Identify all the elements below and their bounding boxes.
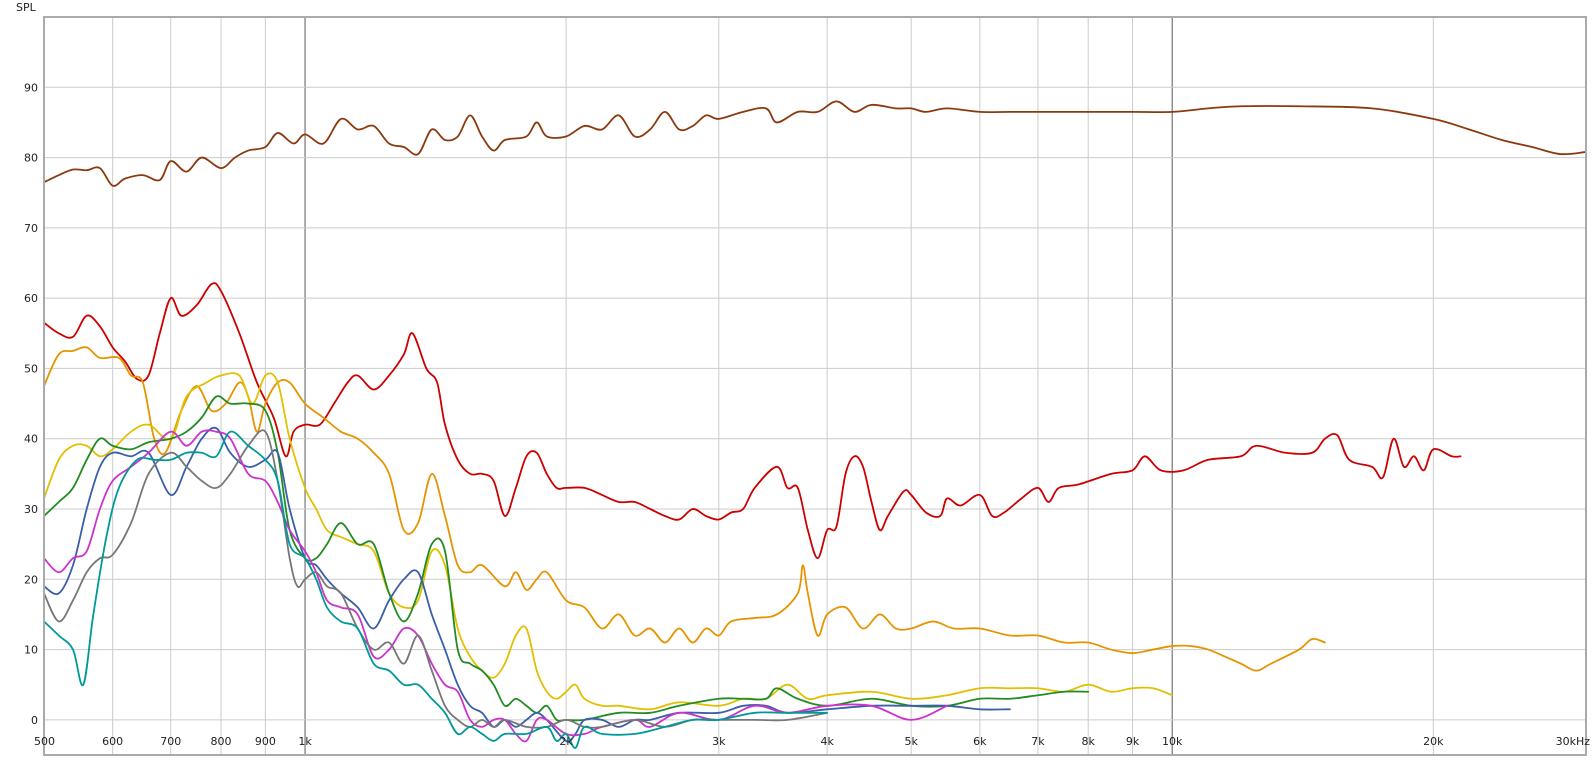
x-tick-label: 1k [298,735,312,748]
y-tick-labels: 0 10 20 30 40 50 60 70 80 90 [24,81,38,727]
x-tick-label: 20k [1423,735,1444,748]
series-line-1 [43,100,1587,187]
series-line-3 [43,346,1326,672]
series-line-2 [43,282,1462,560]
x-tick-labels: 500 600 700 800 900 1k 2k 3k 4k 5k 6k 7k 8k 9k 10k 20k 3… [34,735,1590,748]
y-tick-label: 80 [24,152,38,165]
x-tick-label: 5k [905,735,919,748]
gridlines [44,17,1586,755]
y-tick-label: 60 [24,292,38,305]
x-tick-label: 4k [820,735,834,748]
x-tick-label: 3k [712,735,726,748]
y-tick-label: 0 [31,714,38,727]
x-tick-label: 6k [973,735,987,748]
series-line-8 [43,429,829,729]
x-tick-label: 7k [1031,735,1045,748]
series-line-5 [43,395,1090,722]
x-tick-label: 900 [255,735,276,748]
y-tick-label: 20 [24,573,38,586]
x-tick-label: 30kHz [1556,735,1591,748]
x-tick-label: 2k [559,735,573,748]
x-tick-label: 9k [1126,735,1140,748]
y-tick-label: 10 [24,644,38,657]
plot-background [44,17,1586,755]
series-layer [43,100,1587,749]
series-line-7 [43,429,948,743]
series-line-9 [43,430,829,749]
y-tick-label: 50 [24,362,38,375]
x-tick-label: 800 [211,735,232,748]
y-tick-label: 30 [24,503,38,516]
y-axis-label: SPL [16,1,37,14]
x-tick-label: 600 [102,735,123,748]
x-tick-label: 700 [160,735,181,748]
y-tick-label: 90 [24,81,38,94]
x-tick-label: 10k [1162,735,1183,748]
x-tick-label: 8k [1082,735,1096,748]
y-tick-label: 40 [24,433,38,446]
series-line-4 [43,372,1174,711]
plot-frame [43,16,1587,756]
y-tick-label: 70 [24,222,38,235]
x-tick-label: 500 [34,735,55,748]
